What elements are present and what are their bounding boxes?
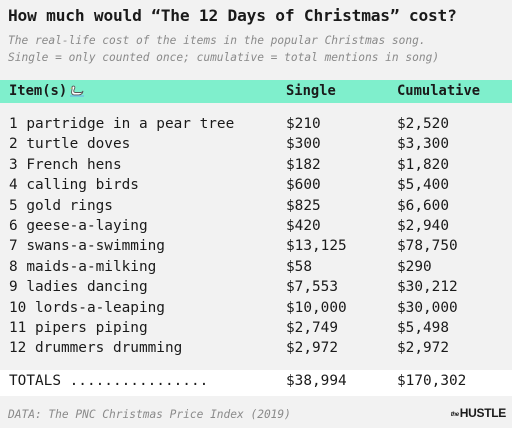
row-cumulative: $5,498 — [397, 320, 449, 336]
row-cumulative: $30,000 — [397, 299, 458, 316]
row-cumulative: $290 — [397, 258, 432, 275]
row-cumulative: $6,600 — [397, 197, 449, 214]
table-row: 2 turtle doves $300 $3,300 — [0, 136, 512, 156]
row-item: 3 French hens — [9, 156, 122, 173]
row-single: $2,972 — [286, 340, 338, 357]
table-row: 1 partridge in a pear tree $210 $2,520 — [0, 116, 512, 136]
row-item: 8 maids-a-milking — [9, 258, 157, 275]
row-item: 10 lords-a-leaping — [9, 299, 165, 316]
row-single: $10,000 — [286, 299, 347, 316]
row-item: 7 swans-a-swimming — [9, 238, 165, 255]
table-row: 10 lords-a-leaping $10,000 $30,000 — [0, 300, 512, 320]
row-single: $13,125 — [286, 238, 347, 255]
hustle-logo: theHUSTLE — [450, 406, 507, 420]
row-single: $7,553 — [286, 279, 338, 296]
logo-name: HUSTLE — [459, 406, 507, 420]
row-single: $420 — [286, 218, 321, 234]
row-item: 5 gold rings — [9, 197, 113, 214]
row-item: 6 geese-a-laying — [9, 218, 148, 234]
row-single: $600 — [286, 177, 321, 194]
totals-cumulative: $170,302 — [397, 373, 467, 389]
row-item: 2 turtle doves — [9, 136, 131, 153]
table-row: 9 ladies dancing $7,553 $30,212 — [0, 279, 512, 299]
row-cumulative: $2,940 — [397, 218, 449, 234]
subtitle: The real-life cost of the items in the p… — [8, 32, 439, 66]
table-header-band — [0, 80, 512, 103]
row-item: 11 pipers piping — [9, 320, 148, 336]
table-row: 4 calling birds $600 $5,400 — [0, 177, 512, 197]
row-item: 9 ladies dancing — [9, 279, 148, 296]
row-cumulative: $2,520 — [397, 116, 449, 132]
table-row: 5 gold rings $825 $6,600 — [0, 198, 512, 218]
totals-band — [0, 370, 512, 396]
subtitle-line-2: Single = only counted once; cumulative =… — [8, 51, 440, 64]
totals-single: $38,994 — [286, 373, 347, 389]
row-item: 4 calling birds — [9, 177, 139, 194]
row-cumulative: $5,400 — [397, 177, 449, 194]
logo-prefix: the — [450, 412, 459, 418]
row-single: $210 — [286, 116, 321, 132]
row-cumulative: $3,300 — [397, 136, 449, 153]
subtitle-line-1: The real-life cost of the items in the p… — [8, 34, 426, 47]
row-cumulative: $30,212 — [397, 279, 458, 296]
table-row: 7 swans-a-swimming $13,125 $78,750 — [0, 238, 512, 258]
page-title: How much would “The 12 Days of Christmas… — [8, 6, 457, 25]
table-row: 8 maids-a-milking $58 $290 — [0, 259, 512, 279]
row-single: $182 — [286, 156, 321, 173]
row-single: $58 — [286, 258, 312, 275]
column-header-single: Single — [286, 83, 336, 99]
totals-label: TOTALS ................ — [9, 373, 209, 389]
table-row: 12 drummers drumming $2,972 $2,972 — [0, 340, 512, 360]
data-source: DATA: The PNC Christmas Price Index (201… — [8, 408, 291, 421]
row-cumulative: $1,820 — [397, 156, 449, 173]
column-header-item-label: Item(s) — [9, 83, 68, 99]
column-header-item: Item(s) — [9, 83, 85, 101]
column-header-cumulative: Cumulative — [397, 83, 481, 99]
row-single: $300 — [286, 136, 321, 153]
row-cumulative: $78,750 — [397, 238, 458, 255]
table-row: 3 French hens $182 $1,820 — [0, 157, 512, 177]
table-row: 11 pipers piping $2,749 $5,498 — [0, 320, 512, 340]
row-single: $2,749 — [286, 320, 338, 336]
table-row: 6 geese-a-laying $420 $2,940 — [0, 218, 512, 238]
row-item: 1 partridge in a pear tree — [9, 116, 235, 132]
swan-icon — [69, 84, 85, 101]
row-single: $825 — [286, 197, 321, 214]
row-item: 12 drummers drumming — [9, 340, 183, 357]
row-cumulative: $2,972 — [397, 340, 449, 357]
